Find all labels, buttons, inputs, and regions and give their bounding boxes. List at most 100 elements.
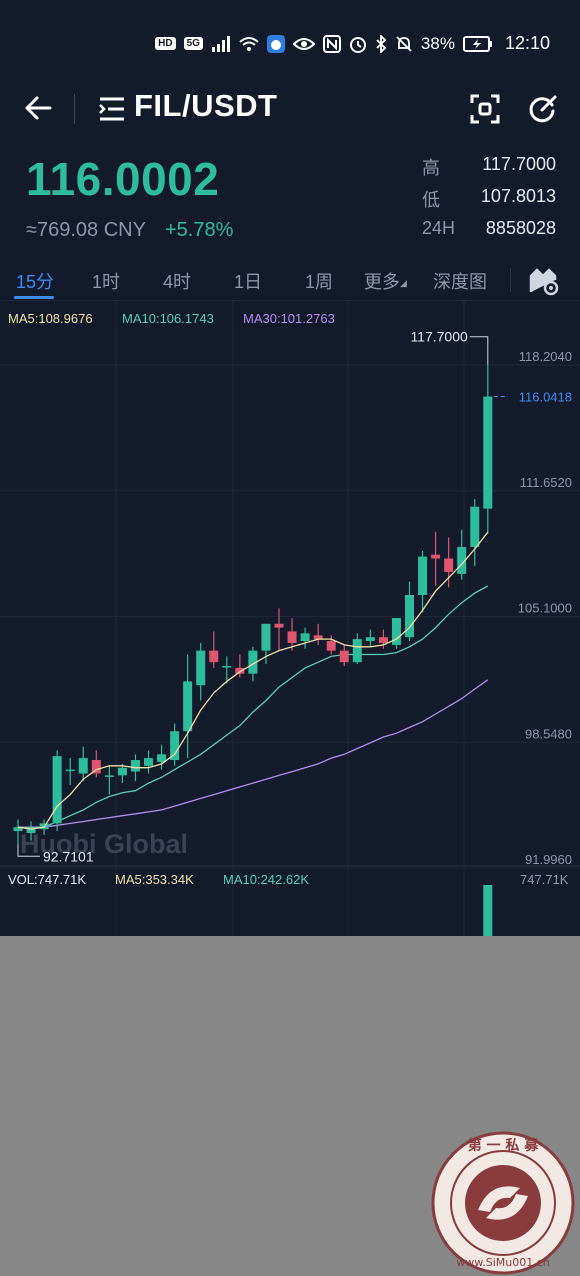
- candle-body: [261, 623, 271, 651]
- status-bar: HD 5G 38% 12:10: [0, 0, 580, 86]
- ma5-legend: MA5:108.9676: [8, 311, 93, 326]
- y-axis-tick-label: 105.1000: [518, 601, 572, 616]
- volume-legend: VOL:747.71K MA5:353.34K MA10:242.62K 747…: [0, 872, 580, 888]
- candle-body: [483, 396, 493, 509]
- candle-body: [144, 758, 153, 766]
- candle-body: [117, 767, 127, 776]
- candle-body: [470, 506, 480, 548]
- caret-down-icon: ◢: [400, 277, 407, 288]
- high-label: 高: [422, 158, 440, 178]
- candle-body: [365, 637, 375, 642]
- ma10-line: [17, 585, 489, 829]
- svg-text:第 一 私 募: 第 一 私 募: [468, 1137, 540, 1154]
- candle-body: [457, 547, 467, 574]
- trading-pair-title[interactable]: FIL/USDT: [134, 88, 278, 123]
- candle-body: [26, 829, 36, 833]
- alarm-icon: [349, 36, 366, 53]
- back-arrow-icon[interactable]: [22, 92, 54, 124]
- tab-separator: [510, 268, 511, 292]
- hd-badge: HD: [155, 37, 176, 50]
- y-axis-tick-label: 91.9960: [525, 852, 572, 867]
- top-bar: FIL/USDT: [0, 86, 580, 136]
- tabs-border: [0, 300, 580, 301]
- min-price-marker: [17, 844, 40, 857]
- vol-ma10-legend: MA10:242.62K: [223, 872, 310, 887]
- candle-body: [444, 558, 454, 572]
- candle-body: [339, 650, 349, 663]
- candle-body: [313, 635, 323, 640]
- ticker-stats: 高 117.7000 低 107.8013 24H 8858028: [422, 154, 556, 250]
- y-axis-tick-label: 118.2040: [519, 349, 572, 364]
- volume-bar: [483, 885, 493, 936]
- vol-axis-max: 747.71K: [520, 872, 569, 887]
- tab-1w[interactable]: 1周: [305, 272, 334, 292]
- tab-depth-chart[interactable]: 深度图: [433, 272, 487, 292]
- battery-percent: 38%: [420, 33, 455, 53]
- tab-15m[interactable]: 15分: [16, 272, 55, 292]
- bluetooth-icon: [376, 34, 387, 53]
- min-price-label: 92.7101: [43, 848, 94, 864]
- vol-ma5-legend: MA5:353.34K: [115, 872, 194, 887]
- candle-body: [248, 650, 258, 674]
- ma30-legend: MA30:101.2763: [243, 311, 335, 326]
- mute-bell-icon: [396, 35, 412, 52]
- last-price: 116.0002: [26, 153, 220, 205]
- candle-body: [91, 760, 101, 774]
- tab-more-label: 更多: [364, 272, 400, 292]
- candle-body: [274, 623, 284, 628]
- refresh-icon[interactable]: [526, 93, 558, 125]
- tab-4h[interactable]: 4时: [163, 272, 192, 292]
- cny-price: ≈769.08 CNY: [26, 219, 146, 241]
- tab-more[interactable]: 更多◢: [364, 268, 407, 294]
- pair-list-icon[interactable]: [98, 96, 126, 122]
- high-value: 117.7000: [482, 154, 556, 174]
- candle-body: [326, 641, 336, 651]
- tab-1d[interactable]: 1日: [234, 272, 263, 292]
- max-price-label: 117.7000: [410, 329, 468, 345]
- max-price-marker: [469, 336, 489, 365]
- candle-body: [65, 769, 75, 772]
- volume-24h-value: 8858028: [485, 218, 556, 238]
- huobi-watermark-text: Huobi Global: [20, 829, 188, 859]
- ma5-line: [17, 531, 489, 830]
- timeframe-tabs: 15分 1时 4时 1日 1周 更多◢ 深度图: [0, 262, 580, 300]
- active-tab-indicator: [14, 296, 54, 299]
- candle-body: [209, 650, 219, 663]
- fullscreen-scan-icon[interactable]: [470, 94, 500, 124]
- chart-settings-icon[interactable]: [529, 266, 559, 296]
- candle-body: [222, 665, 232, 668]
- current-price-label: 116.0418: [519, 389, 572, 404]
- clock: 12:10: [504, 33, 550, 53]
- candle-body: [78, 758, 88, 774]
- vol-legend: VOL:747.71K: [8, 872, 87, 887]
- low-label: 低: [422, 190, 440, 210]
- candle-body: [391, 618, 401, 645]
- candlestick-chart[interactable]: 118.2040 111.6520 105.1000 98.5480 91.9960 Hu…: [0, 300, 580, 936]
- candle-body: [170, 731, 180, 761]
- ma30-line: [18, 679, 489, 828]
- candle-body: [300, 633, 310, 642]
- candle-body: [196, 650, 206, 686]
- candle-body: [378, 637, 388, 643]
- candle-body: [104, 775, 114, 777]
- candle-body: [52, 756, 62, 824]
- candle-body: [405, 594, 414, 638]
- candle-body: [183, 681, 193, 732]
- app-notification-icon: [266, 34, 285, 53]
- candle-body: [352, 639, 362, 663]
- candle-body: [235, 667, 245, 674]
- candle-body: [287, 631, 297, 643]
- candle-body: [13, 827, 23, 832]
- candle-body: [130, 760, 140, 772]
- low-value: 107.8013: [480, 186, 556, 206]
- price-change-percent: +5.78%: [165, 219, 234, 241]
- volume-24h-label: 24H: [422, 218, 456, 238]
- watermark-stamp-logo: 第 一 私 募 www.SiMu001.cn: [431, 1131, 575, 1275]
- tab-1h[interactable]: 1时: [92, 272, 121, 292]
- eye-icon: [292, 37, 315, 50]
- candle-body: [157, 754, 167, 762]
- candle-body: [418, 556, 428, 595]
- nfc-icon: [322, 34, 341, 53]
- network-5g-badge: 5G: [183, 37, 203, 50]
- signal-icon: [211, 35, 230, 52]
